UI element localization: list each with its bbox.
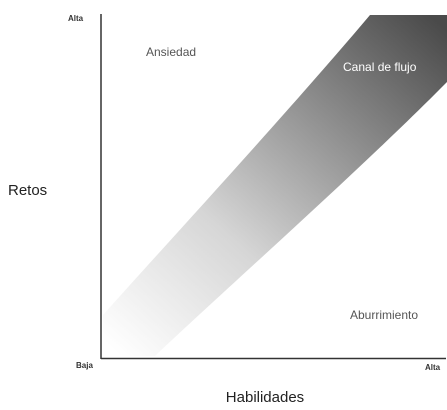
flow-channel — [103, 15, 447, 356]
x-high: Alta — [425, 363, 441, 372]
y-high: Alta — [68, 14, 84, 23]
region-channel: Canal de flujo — [343, 60, 417, 74]
x-axis-label: Habilidades — [226, 389, 304, 406]
region-anxiety: Ansiedad — [146, 45, 196, 59]
y-axis-label: Retos — [8, 182, 47, 199]
y-low: Baja — [76, 361, 93, 370]
region-boredom: Aburrimiento — [350, 308, 418, 322]
